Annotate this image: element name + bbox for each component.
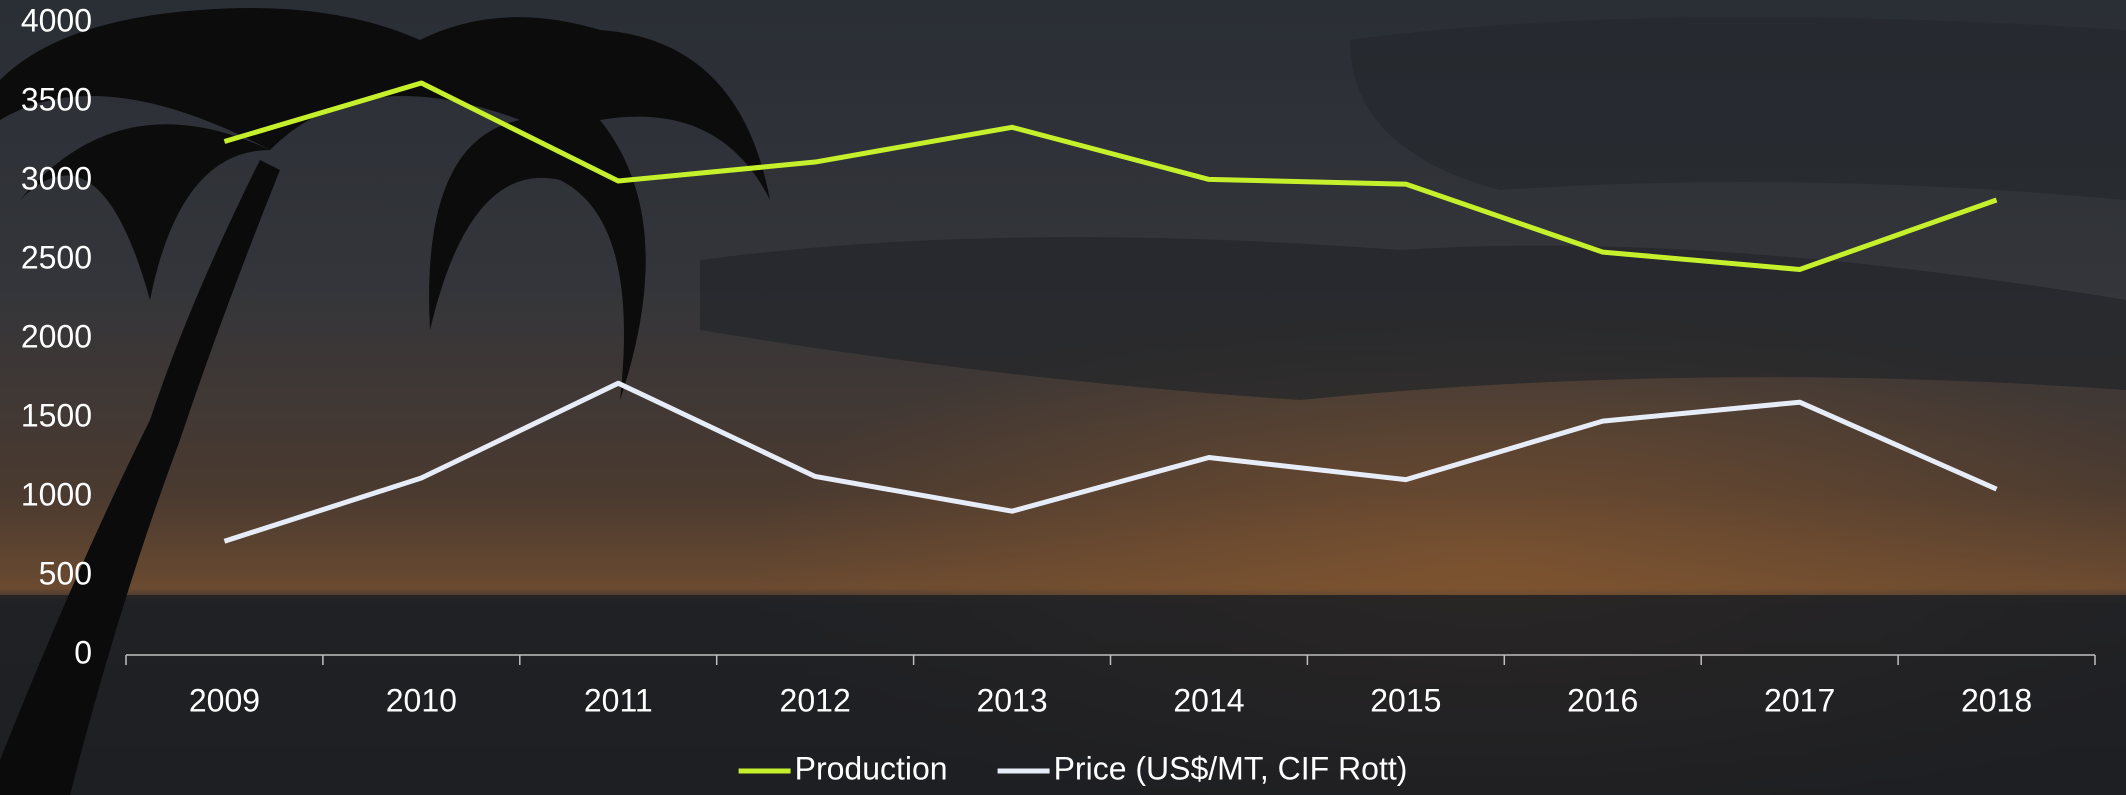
y-tick-label: 2500 bbox=[21, 239, 92, 275]
y-tick-label: 2000 bbox=[21, 318, 92, 354]
y-tick-label: 3500 bbox=[21, 81, 92, 117]
legend: Production Price (US$/MT, CIF Rott) bbox=[738, 750, 1408, 786]
x-tick-label: 2016 bbox=[1567, 682, 1638, 718]
series-line bbox=[223, 80, 1998, 272]
x-tick-label: 2012 bbox=[780, 682, 851, 718]
x-tick-label: 2013 bbox=[976, 682, 1047, 718]
y-tick-label: 1000 bbox=[21, 476, 92, 512]
x-tick-label: 2014 bbox=[1173, 682, 1244, 718]
y-tick-label: 500 bbox=[39, 555, 92, 591]
plot-area: 0 500 1000 1500 2000 2500 3000 3500 4000 2009 2010… bbox=[21, 2, 2096, 718]
y-tick-label: 3000 bbox=[21, 160, 92, 196]
y-tick-label: 0 bbox=[74, 634, 92, 670]
x-tick-label: 2015 bbox=[1370, 682, 1441, 718]
legend-label: Production bbox=[795, 750, 948, 786]
x-tick-label: 2011 bbox=[584, 682, 653, 718]
x-tick-label: 2017 bbox=[1764, 682, 1835, 718]
x-tick-label: 2010 bbox=[386, 682, 457, 718]
y-tick-label: 1500 bbox=[21, 397, 92, 433]
x-tick-label: 2009 bbox=[189, 682, 260, 718]
legend-label: Price (US$/MT, CIF Rott) bbox=[1054, 750, 1408, 786]
series-line bbox=[223, 380, 1998, 544]
y-tick-label: 4000 bbox=[21, 2, 92, 38]
x-tick-label: 2018 bbox=[1961, 682, 2032, 718]
